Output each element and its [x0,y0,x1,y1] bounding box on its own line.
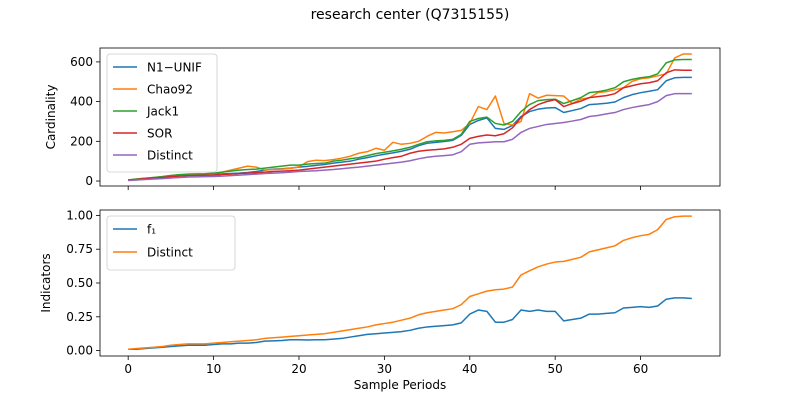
legend-label-0-1: Chao92 [147,83,193,97]
x-tick-label-1-3: 30 [377,362,392,376]
y-axis-label-0: Cardinality [44,85,58,150]
legend-label-0-2: Jack1 [146,105,179,119]
y-tick-label-1-3: 0.75 [66,242,93,256]
y-tick-label-0-1: 200 [70,134,93,148]
legend-label-1-1: Distinct [147,246,193,260]
y-tick-label-0-0: 0 [85,174,93,188]
series-line-0-2 [128,58,692,181]
legend-label-1-0: f₁ [147,223,156,237]
legend-label-0-3: SOR [147,127,172,141]
series-line-1-1 [128,215,692,350]
y-tick-label-0-3: 600 [70,55,93,69]
x-axis-label-1: Sample Periods [354,378,446,392]
y-tick-label-1-4: 1.00 [66,208,93,222]
x-tick-label-1-2: 20 [291,362,306,376]
legend-1 [106,215,236,271]
x-tick-label-1-4: 40 [462,362,477,376]
x-tick-label-1-1: 10 [206,362,221,376]
cardinality-plot: 0 200 400 600 Cardinality N1−UNIF Chao92 Jack1 S… [44,47,721,190]
y-tick-label-1-1: 0.25 [66,310,93,324]
series-line-1-0 [128,297,692,350]
y-axis-label-1: Indicators [39,253,53,312]
y-tick-label-1-2: 0.50 [66,276,93,290]
series-line-0-4 [128,92,692,182]
legend-0 [106,53,218,173]
legend-label-0-4: Distinct [147,149,193,163]
y-tick-label-0-2: 400 [70,95,93,109]
indicators-plot: 0 10 20 30 40 50 60 0.00 0.25 0.50 0.75 1.00 Indicat… [39,208,721,392]
legend-label-0-0: N1−UNIF [147,61,202,75]
series-line-0-3 [128,69,692,181]
axes-frame-0 [99,47,721,187]
x-tick-label-1-6: 60 [633,362,648,376]
x-tick-label-1-0: 0 [124,362,132,376]
y-tick-label-1-0: 0.00 [66,344,93,358]
x-tick-label-1-5: 50 [548,362,563,376]
figure-title: research center (Q7315155) [311,7,510,23]
